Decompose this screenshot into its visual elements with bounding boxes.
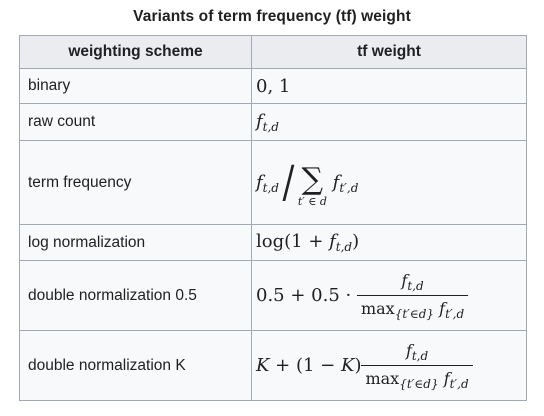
formula-term-frequency: ft,d/∑ t′ ∈ d ft′,d: [256, 157, 359, 208]
scheme-cell: binary: [19, 68, 252, 104]
formula-double-normalization-half: 0.5 + 0.5 · ft,d max{t′∈d} ft′,d: [256, 271, 469, 321]
scheme-cell: term frequency: [19, 140, 252, 225]
weight-cell: K + (1 − K) ft,d max{t′∈d} ft′,d: [251, 330, 527, 401]
tf-weight-table: weighting scheme tf weight binary 0, 1 r…: [19, 35, 527, 401]
weight-cell: ft,d/∑ t′ ∈ d ft′,d: [251, 140, 527, 225]
table-row: binary 0, 1: [19, 68, 527, 104]
column-header-scheme: weighting scheme: [19, 35, 252, 69]
formula-double-normalization-k: K + (1 − K) ft,d max{t′∈d} ft′,d: [256, 341, 473, 391]
fraction: ft,d max{t′∈d} ft′,d: [356, 271, 469, 321]
fraction: ft,d max{t′∈d} ft′,d: [361, 341, 473, 391]
weight-cell: 0.5 + 0.5 · ft,d max{t′∈d} ft′,d: [251, 260, 527, 331]
weight-cell: log(1 + ft,d): [251, 224, 527, 261]
column-header-weight: tf weight: [251, 35, 527, 69]
sum-operator: ∑ t′ ∈ d: [297, 162, 327, 209]
table-caption: Variants of term frequency (tf) weight: [133, 8, 411, 25]
table-row: double normalization 0.5 0.5 + 0.5 · ft,…: [19, 260, 527, 331]
table-row: log normalization log(1 + ft,d): [19, 224, 527, 261]
table-row: raw count ft,d: [19, 103, 527, 141]
scheme-cell: double normalization K: [19, 330, 252, 401]
scheme-cell: log normalization: [19, 224, 252, 261]
table-row: double normalization K K + (1 − K) ft,d ma…: [19, 330, 527, 401]
weight-cell: 0, 1: [251, 68, 527, 104]
scheme-cell: double normalization 0.5: [19, 260, 252, 331]
weight-cell: ft,d: [251, 103, 527, 141]
formula-log-normalization: log(1 + ft,d): [256, 231, 360, 254]
header-row: weighting scheme tf weight: [19, 35, 527, 69]
formula-binary: 0, 1: [256, 75, 291, 97]
scheme-cell: raw count: [19, 103, 252, 141]
table-row: term frequency ft,d/∑ t′ ∈ d ft′,d: [19, 140, 527, 225]
division-slash: /: [282, 157, 295, 208]
formula-raw-count: ft,d: [256, 110, 279, 134]
